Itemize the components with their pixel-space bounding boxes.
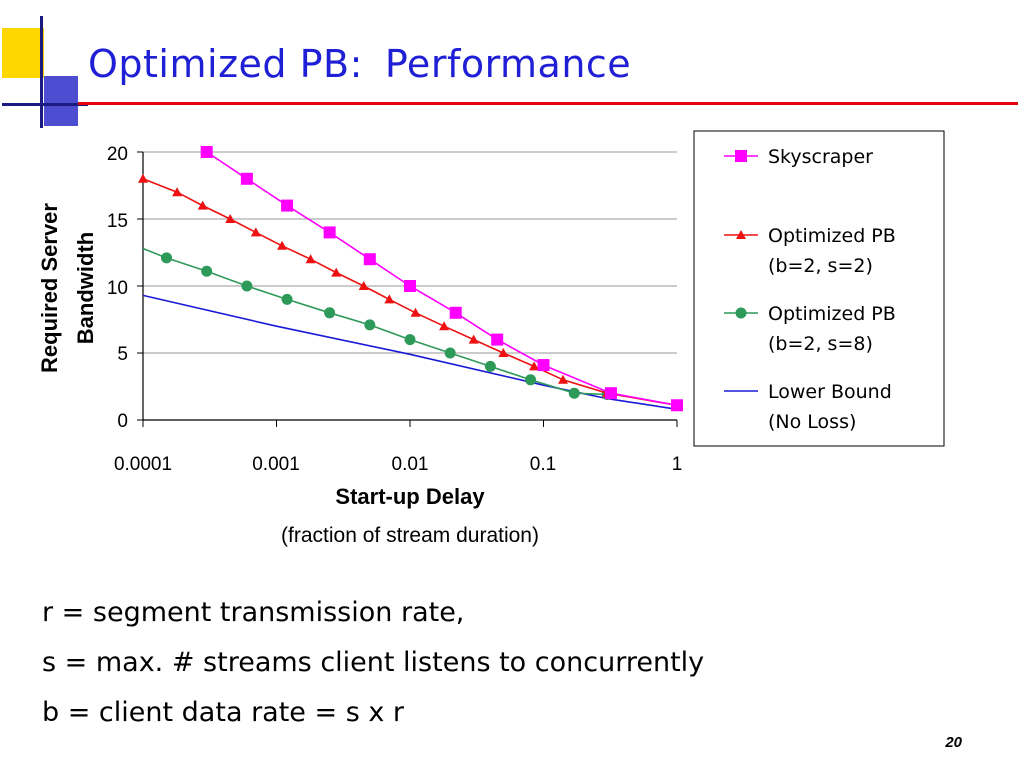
- data-point-optimized-pb-s2: [197, 200, 208, 210]
- data-point-optimized-pb-s2: [410, 307, 421, 317]
- y-tick-label: 5: [117, 344, 128, 365]
- data-point-optimized-pb-s8: [404, 334, 416, 346]
- y-tick-label: 20: [107, 144, 128, 165]
- data-point-optimized-pb-s2: [498, 348, 509, 357]
- legend-label-lower-bound-line-1: Lower Bound: [768, 381, 892, 403]
- data-point-optimized-pb-s2: [529, 361, 540, 371]
- data-point-optimized-pb-s8: [281, 293, 293, 305]
- slide-title: Optimized PB: Performance: [88, 42, 631, 86]
- x-tick-label: 0.01: [392, 454, 429, 475]
- series-line-optimized-pb-s8: [142, 247, 608, 396]
- chart-legend: Skyscraper Optimized PB (b=2, s=2) Optim…: [693, 130, 945, 447]
- x-axis-subtitle: (fraction of stream duration): [281, 524, 539, 547]
- data-point-optimized-pb-s2: [172, 187, 183, 197]
- data-point-optimized-pb-s2: [277, 240, 288, 250]
- data-point-optimized-pb-s2: [558, 374, 569, 384]
- data-point-skyscraper: [200, 146, 213, 158]
- data-point-optimized-pb-s2: [384, 294, 395, 304]
- notes-list: r = segment transmission rate, s = max. …: [42, 596, 704, 746]
- note-s-definition: s = max. # streams client listens to con…: [42, 647, 705, 678]
- data-point-skyscraper: [449, 306, 462, 319]
- note-r-definition: r = segment transmission rate,: [42, 597, 465, 628]
- legend-label-lower-bound-line-2: (No Loss): [768, 411, 856, 433]
- series-line-skyscraper: [206, 151, 678, 407]
- deco-yellow-block: [2, 28, 44, 78]
- data-point-skyscraper: [604, 387, 617, 400]
- data-point-optimized-pb-s8: [161, 252, 173, 264]
- legend-box: [693, 130, 945, 447]
- y-axis-title-line-2: Bandwidth: [73, 232, 98, 344]
- slide-title-main: Optimized PB:: [88, 42, 363, 86]
- legend-label-optpb-s2-line-1: Optimized PB: [768, 225, 896, 247]
- data-point-skyscraper: [363, 253, 376, 266]
- line-chart: 0.0001 0.001 0.01 0.1 1 0 5 10 15 20 Sta…: [37, 130, 945, 547]
- y-axis-title-line-1: Required Server: [37, 203, 62, 373]
- legend-swatch-marker-optimized-pb-s2: [736, 230, 746, 239]
- data-point-optimized-pb-s8: [324, 307, 336, 319]
- legend-swatch-marker-skyscraper: [735, 150, 747, 162]
- deco-vertical-line: [40, 16, 43, 128]
- data-point-skyscraper: [537, 359, 550, 372]
- data-point-optimized-pb-s8: [364, 319, 376, 331]
- legend-label-skyscraper: Skyscraper: [768, 146, 873, 168]
- data-point-optimized-pb-s8: [568, 387, 580, 399]
- data-point-optimized-pb-s8: [201, 265, 213, 277]
- data-point-optimized-pb-s2: [358, 281, 369, 290]
- chart-axes: [137, 151, 678, 427]
- series-line-optimized-pb-s2: [142, 178, 678, 407]
- page-number: 20: [945, 734, 962, 751]
- x-tick-label: 0.001: [252, 454, 300, 475]
- data-point-optimized-pb-s2: [439, 321, 450, 331]
- data-point-optimized-pb-s2: [331, 267, 342, 277]
- data-point-skyscraper: [671, 399, 683, 412]
- deco-red-line: [78, 102, 1018, 105]
- legend-label-optpb-s2-line-2: (b=2, s=2): [768, 255, 873, 277]
- data-point-skyscraper: [404, 280, 416, 292]
- note-b-definition: b = client data rate = s x r: [42, 697, 405, 728]
- y-tick-label: 15: [107, 211, 128, 232]
- slide-title-sub: Performance: [384, 42, 632, 86]
- data-point-optimized-pb-s8: [525, 374, 537, 386]
- data-point-skyscraper: [240, 172, 253, 185]
- data-point-skyscraper: [281, 199, 294, 212]
- chart-gridlines: [143, 151, 677, 354]
- series-line-lower-bound: [142, 294, 678, 411]
- x-tick-label: 1: [672, 454, 683, 475]
- y-tick-labels: 0 5 10 15 20: [107, 144, 128, 432]
- data-point-optimized-pb-s8: [484, 360, 496, 372]
- data-point-optimized-pb-s2: [138, 173, 148, 183]
- data-point-optimized-pb-s8: [241, 280, 253, 292]
- x-tick-labels: 0.0001 0.001 0.01 0.1 1: [114, 454, 682, 475]
- legend-label-optpb-s8-line-1: Optimized PB: [768, 303, 896, 325]
- data-point-skyscraper: [323, 226, 336, 239]
- legend-swatches: [724, 150, 758, 392]
- data-point-skyscraper: [491, 333, 504, 346]
- data-point-optimized-pb-s2: [225, 214, 236, 223]
- y-tick-label: 10: [107, 278, 128, 299]
- chart-series: [138, 146, 683, 412]
- y-tick-label: 0: [117, 411, 128, 432]
- deco-blue-block: [44, 76, 78, 126]
- data-point-optimized-pb-s2: [305, 254, 316, 264]
- data-point-optimized-pb-s8: [444, 347, 456, 359]
- legend-swatch-marker-optimized-pb-s8: [735, 307, 747, 319]
- deco-horizontal-line: [2, 103, 88, 106]
- x-tick-label: 0.1: [530, 454, 556, 475]
- data-point-optimized-pb-s2: [250, 227, 261, 237]
- data-point-optimized-pb-s2: [468, 334, 479, 344]
- x-tick-label: 0.0001: [114, 454, 172, 475]
- legend-label-optpb-s8-line-2: (b=2, s=8): [768, 333, 873, 355]
- x-axis-title: Start-up Delay: [335, 484, 485, 509]
